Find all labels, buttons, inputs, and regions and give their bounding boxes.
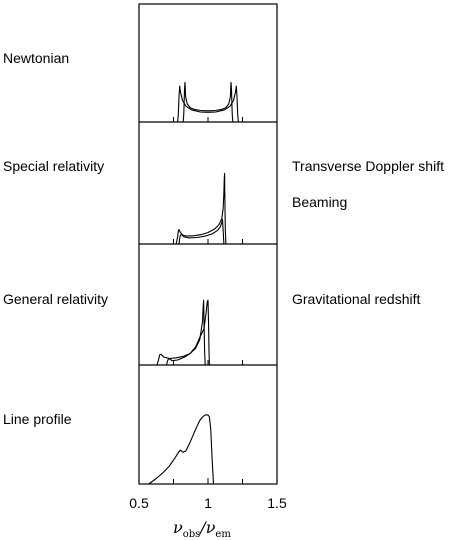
x-tick-label: 1 bbox=[204, 495, 212, 511]
profile-curves bbox=[148, 81, 239, 485]
profile-curve-panel-1-series-1 bbox=[182, 81, 234, 123]
annotation-gravitational-redshift: Gravitational redshift bbox=[292, 291, 421, 307]
panel-label-general-relativity: General relativity bbox=[3, 291, 109, 307]
panel-label-special-relativity: Special relativity bbox=[3, 158, 105, 174]
profile-curve-panel-3-series-5 bbox=[156, 299, 206, 366]
panel-label-line-profile: Line profile bbox=[3, 411, 72, 427]
profile-curve-panel-4-series-7 bbox=[148, 414, 215, 485]
profile-curve-panel-1-series-2 bbox=[177, 85, 239, 123]
x-tick-label: 1.5 bbox=[267, 495, 287, 511]
annotation-beaming: Beaming bbox=[292, 194, 348, 210]
panel-label-newtonian: Newtonian bbox=[3, 50, 70, 66]
x-tick-label: 0.5 bbox=[129, 495, 149, 511]
x-axis-label: νobs/νem bbox=[173, 518, 231, 540]
panel-frames bbox=[138, 3, 278, 485]
x-axis: 0.5 1 1.5 bbox=[129, 478, 287, 511]
profile-curve-panel-2-series-3 bbox=[175, 172, 227, 245]
profile-curve-panel-3-series-6 bbox=[166, 299, 210, 366]
annotation-transverse-doppler: Transverse Doppler shift bbox=[292, 158, 444, 174]
profile-curve-panel-2-series-4 bbox=[178, 218, 225, 245]
